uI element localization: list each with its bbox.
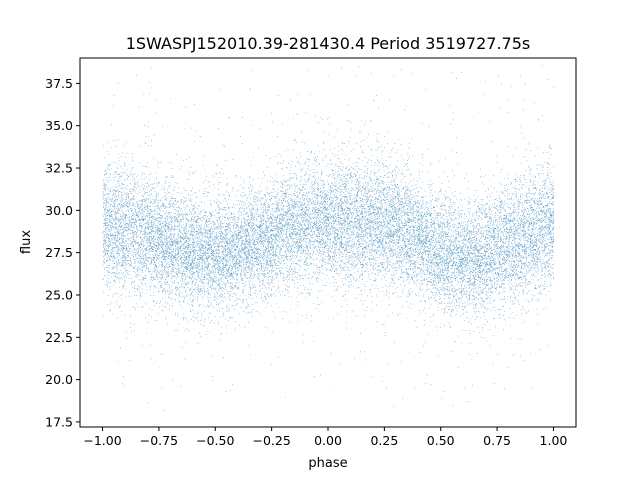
y-axis: 17.5 20.0 22.5 25.0 27.5 30.0 32.5 35.0 37.5	[45, 76, 80, 429]
y-axis-label: flux	[19, 230, 34, 254]
x-axis-label: phase	[308, 456, 347, 471]
scatter-points	[102, 65, 555, 411]
x-tick-label: 0.50	[427, 433, 455, 448]
x-tick-label: 0.25	[370, 433, 398, 448]
x-tick-label: −0.75	[140, 433, 178, 448]
x-tick-label: −1.00	[83, 433, 121, 448]
chart-title: 1SWASPJ152010.39-281430.4 Period 3519727…	[126, 34, 531, 53]
data-points	[102, 65, 555, 411]
x-tick-label: −0.50	[196, 433, 234, 448]
y-tick-label: 22.5	[45, 330, 73, 345]
y-tick-label: 32.5	[45, 161, 73, 176]
y-tick-label: 37.5	[45, 76, 73, 91]
x-tick-label: 0.75	[483, 433, 511, 448]
y-tick-label: 35.0	[45, 118, 73, 133]
y-tick-label: 20.0	[45, 372, 73, 387]
x-tick-label: −0.25	[252, 433, 290, 448]
y-tick-label: 25.0	[45, 287, 73, 302]
x-tick-label: 0.00	[314, 433, 342, 448]
y-tick-label: 30.0	[45, 203, 73, 218]
y-tick-label: 17.5	[45, 414, 73, 429]
plot-frame	[79, 57, 577, 428]
x-axis: −1.00 −0.75 −0.50 −0.25 0.00 0.25 0.50 0.75 1.00	[83, 427, 567, 448]
x-tick-label: 1.00	[540, 433, 568, 448]
y-tick-label: 27.5	[45, 245, 73, 260]
